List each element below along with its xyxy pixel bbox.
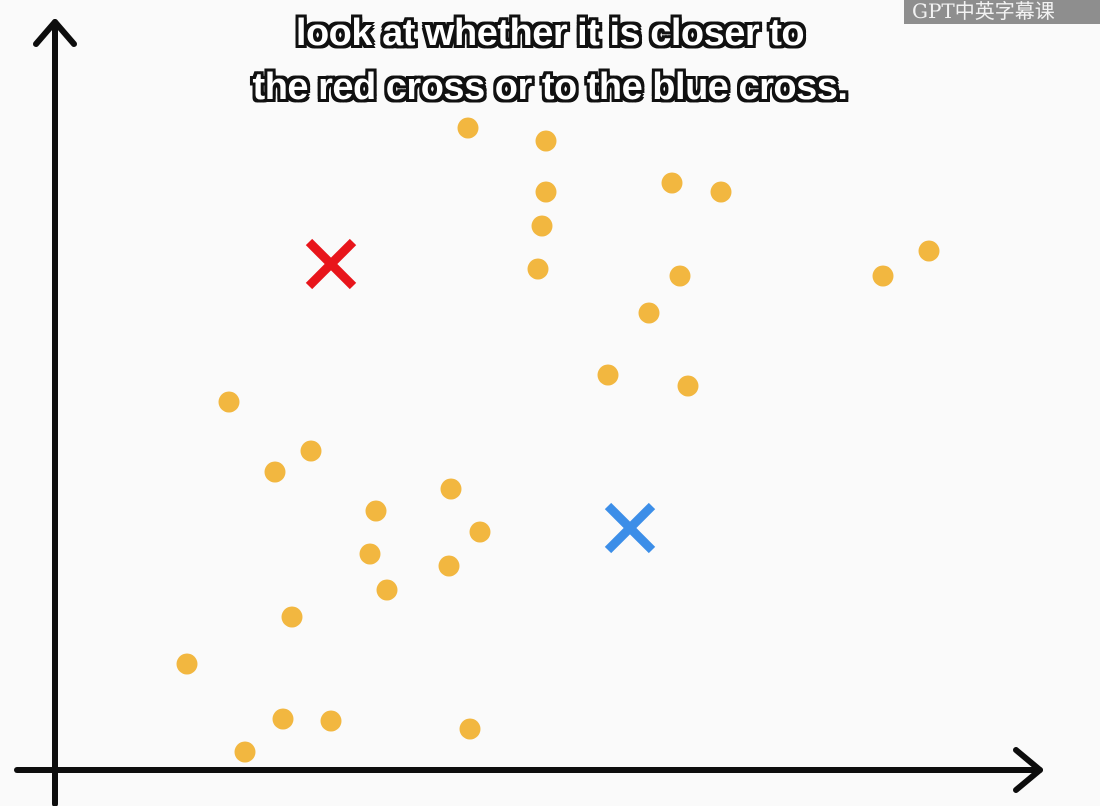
- data-point: [176, 653, 198, 675]
- data-point: [710, 181, 732, 203]
- data-point: [438, 555, 460, 577]
- x-axis-arrowhead: [1013, 747, 1043, 793]
- blue-cross-stroke: [604, 502, 656, 554]
- data-point: [359, 543, 381, 565]
- subtitle-line-1: look at whether it is closer to: [295, 12, 805, 54]
- data-point: [872, 265, 894, 287]
- data-point: [376, 579, 398, 601]
- data-point: [527, 258, 549, 280]
- data-point: [218, 391, 240, 413]
- data-point: [638, 302, 660, 324]
- data-point: [535, 130, 557, 152]
- data-point: [677, 375, 699, 397]
- data-point: [669, 265, 691, 287]
- data-point: [535, 181, 557, 203]
- data-point: [320, 710, 342, 732]
- red-cross-stroke: [305, 238, 357, 290]
- watermark-label: GPT中英字幕课: [904, 0, 1100, 24]
- red-cross-marker: [305, 238, 357, 290]
- data-point: [440, 478, 462, 500]
- blue-cross-marker: [604, 502, 656, 554]
- data-point: [365, 500, 387, 522]
- y-axis-arrowhead: [33, 19, 77, 47]
- data-point: [469, 521, 491, 543]
- data-point: [459, 718, 481, 740]
- data-point: [531, 215, 553, 237]
- data-point: [918, 240, 940, 262]
- data-point: [661, 172, 683, 194]
- subtitle-line-2: the red cross or to the blue cross.: [252, 66, 848, 108]
- data-point: [272, 708, 294, 730]
- data-point: [281, 606, 303, 628]
- data-point: [597, 364, 619, 386]
- data-point: [457, 117, 479, 139]
- data-point: [264, 461, 286, 483]
- data-point: [300, 440, 322, 462]
- data-point: [234, 741, 256, 763]
